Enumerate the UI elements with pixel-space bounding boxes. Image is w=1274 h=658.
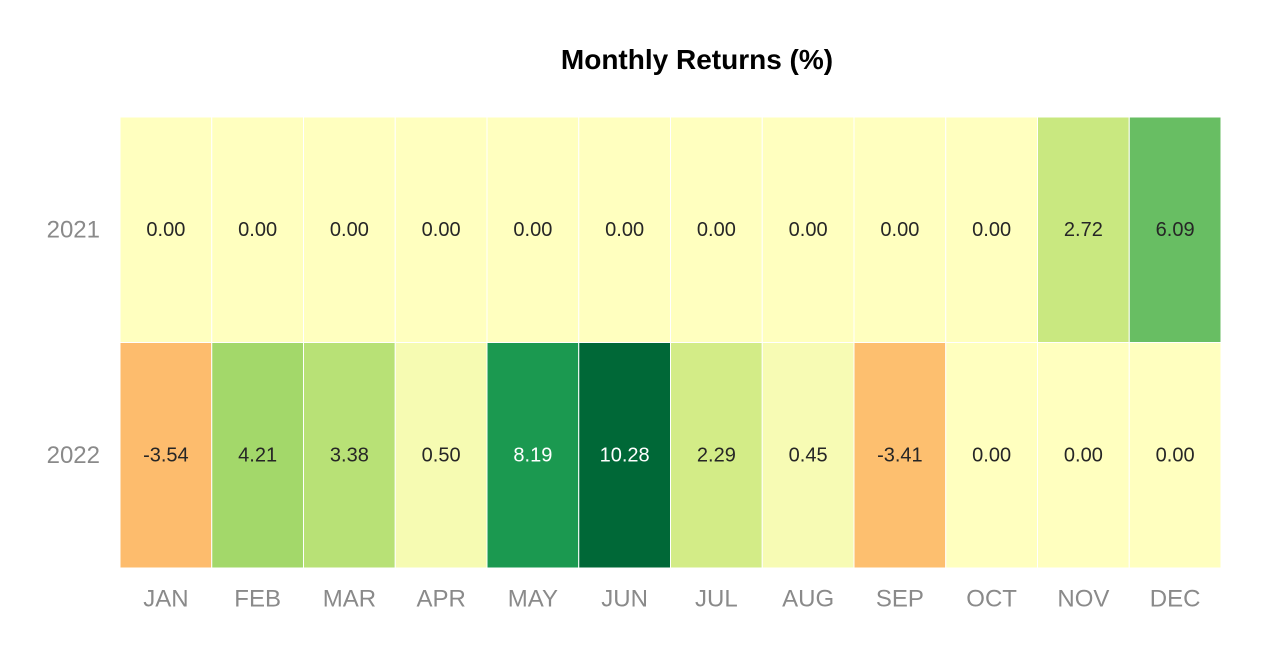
y-tick-label-2021: 2021 bbox=[47, 216, 100, 243]
cell-value-label: 0.00 bbox=[972, 444, 1011, 466]
x-tick-label-apr: APR bbox=[416, 586, 465, 613]
cell-value-label: 0.00 bbox=[972, 219, 1011, 241]
x-tick-label-nov: NOV bbox=[1057, 586, 1109, 613]
cell-value-label: 0.45 bbox=[789, 444, 828, 466]
x-tick-label-aug: AUG bbox=[782, 586, 834, 613]
heatmap-cell-2021-oct bbox=[945, 116, 1038, 343]
heatmap-cell-2022-oct bbox=[945, 342, 1038, 569]
cell-value-label: 4.21 bbox=[238, 444, 277, 466]
cell-value-label: 0.00 bbox=[697, 219, 736, 241]
x-tick-label-jan: JAN bbox=[143, 586, 188, 613]
cell-value-label: 0.00 bbox=[513, 219, 552, 241]
heatmap-cell-2022-jan bbox=[119, 342, 213, 569]
cell-value-label: 0.00 bbox=[789, 219, 828, 241]
cell-value-label: 0.00 bbox=[238, 219, 277, 241]
x-tick-label-feb: FEB bbox=[234, 586, 281, 613]
heatmap-cell-2022-aug bbox=[761, 342, 855, 569]
x-tick-label-oct: OCT bbox=[966, 586, 1017, 613]
heatmap-cell-2021-feb bbox=[211, 116, 304, 343]
heatmap-cell-2022-jul bbox=[670, 342, 763, 569]
x-tick-label-jun: JUN bbox=[601, 586, 648, 613]
cell-value-label: 0.00 bbox=[1064, 444, 1103, 466]
cell-value-label: 2.29 bbox=[697, 444, 736, 466]
cell-value-label: -3.54 bbox=[143, 444, 189, 466]
heatmap-cell-2021-aug bbox=[761, 116, 855, 343]
heatmap-cell-2021-mar bbox=[303, 116, 396, 343]
cell-value-label: 2.72 bbox=[1064, 219, 1103, 241]
heatmap-cell-2021-sep bbox=[853, 116, 947, 343]
heatmap-cell-2021-dec bbox=[1128, 116, 1222, 343]
cell-value-label: 6.09 bbox=[1156, 219, 1195, 241]
cell-value-label: 0.00 bbox=[605, 219, 644, 241]
heatmap-cell-2022-mar bbox=[303, 342, 396, 569]
chart-title: Monthly Returns (%) bbox=[560, 44, 834, 75]
x-tick-label-sep: SEP bbox=[876, 586, 924, 613]
heatmap-cell-2022-apr bbox=[394, 342, 488, 569]
cell-value-label: 0.00 bbox=[880, 219, 919, 241]
heatmap-cell-2021-jul bbox=[670, 116, 763, 343]
cell-value-label: 8.19 bbox=[513, 444, 552, 466]
heatmap-cell-2022-may bbox=[486, 342, 580, 569]
cell-value-label: 10.28 bbox=[600, 444, 650, 466]
x-tick-label-dec: DEC bbox=[1150, 586, 1201, 613]
cell-value-label: 0.50 bbox=[422, 444, 461, 466]
heatmap-cell-2022-jun bbox=[578, 342, 671, 569]
cell-value-label: -3.41 bbox=[877, 444, 923, 466]
heatmap-cell-2022-nov bbox=[1037, 342, 1130, 569]
cell-value-label: 3.38 bbox=[330, 444, 369, 466]
heatmap-cell-2021-apr bbox=[394, 116, 488, 343]
y-tick-label-2022: 2022 bbox=[47, 442, 100, 469]
cell-value-label: 0.00 bbox=[1156, 444, 1195, 466]
heatmap-cell-2022-dec bbox=[1128, 342, 1222, 569]
cell-value-label: 0.00 bbox=[422, 219, 461, 241]
x-tick-label-jul: JUL bbox=[695, 586, 738, 613]
heatmap-cell-2021-jan bbox=[119, 116, 213, 343]
cell-value-label: 0.00 bbox=[330, 219, 369, 241]
x-tick-label-may: MAY bbox=[508, 586, 558, 613]
heatmap-cell-2022-feb bbox=[211, 342, 304, 569]
heatmap-cell-2022-sep bbox=[853, 342, 947, 569]
x-tick-label-mar: MAR bbox=[323, 586, 376, 613]
cell-value-label: 0.00 bbox=[146, 219, 185, 241]
